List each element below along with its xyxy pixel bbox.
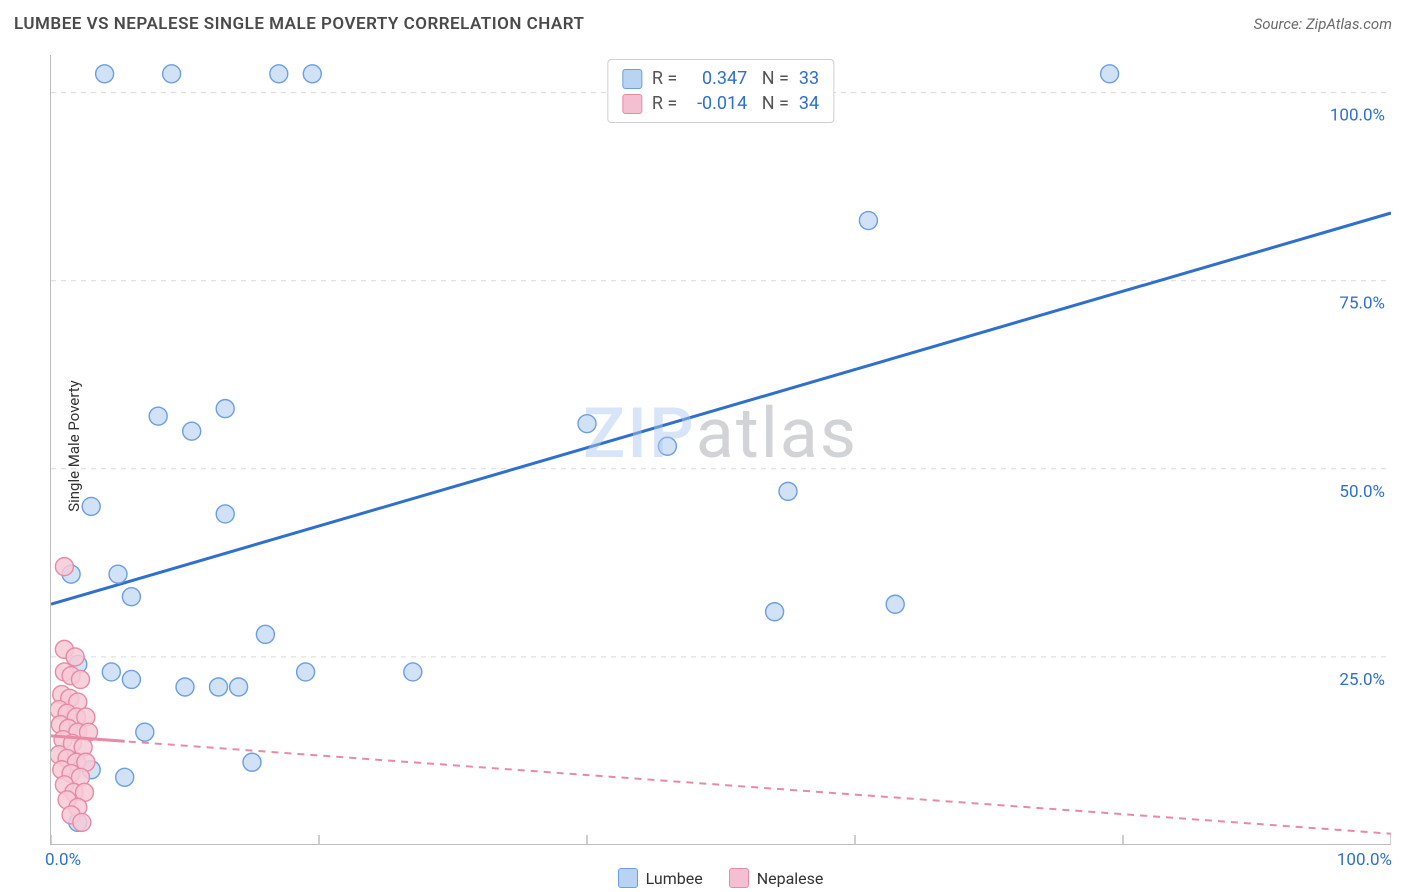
chart-container: LUMBEE VS NEPALESE SINGLE MALE POVERTY C…: [0, 0, 1406, 892]
scatter-svg: 25.0% 50.0% 75.0% 100.0%: [51, 55, 1391, 845]
correlation-legend: R = 0.347 N = 33 R = -0.014 N = 34: [607, 59, 834, 123]
n-label: N =: [757, 68, 789, 89]
svg-text:25.0%: 25.0%: [1339, 670, 1385, 690]
title-row: LUMBEE VS NEPALESE SINGLE MALE POVERTY C…: [14, 14, 1392, 34]
r-label: R =: [652, 93, 677, 114]
chart-title: LUMBEE VS NEPALESE SINGLE MALE POVERTY C…: [14, 14, 584, 34]
square-icon: [618, 868, 638, 888]
x-axis-start-label: 0.0%: [45, 850, 81, 870]
plot-area: 25.0%50.0%75.0%100.0% ZIPatlas R = 0.347…: [50, 55, 1390, 845]
svg-text:100.0%: 100.0%: [1330, 106, 1385, 126]
svg-text:50.0%: 50.0%: [1339, 482, 1385, 502]
r-value-lumbee: 0.347: [687, 68, 747, 89]
r-label: R =: [652, 68, 677, 89]
corr-row-nepalese: R = -0.014 N = 34: [622, 91, 819, 116]
legend-item-nepalese: Nepalese: [729, 868, 824, 888]
corr-row-lumbee: R = 0.347 N = 33: [622, 66, 819, 91]
r-value-nepalese: -0.014: [687, 93, 747, 114]
square-icon: [729, 868, 749, 888]
x-axis-end-label: 100.0%: [1337, 850, 1392, 870]
legend-label-nepalese: Nepalese: [757, 869, 824, 888]
n-value-nepalese: 34: [799, 93, 819, 114]
series-legend: Lumbee Nepalese: [51, 868, 1390, 888]
square-icon: [622, 94, 642, 114]
legend-label-lumbee: Lumbee: [646, 869, 703, 888]
n-value-lumbee: 33: [799, 68, 819, 89]
square-icon: [622, 69, 642, 89]
source-label: Source: ZipAtlas.com: [1254, 15, 1392, 33]
svg-text:75.0%: 75.0%: [1339, 294, 1385, 314]
legend-item-lumbee: Lumbee: [618, 868, 703, 888]
n-label: N =: [757, 93, 789, 114]
